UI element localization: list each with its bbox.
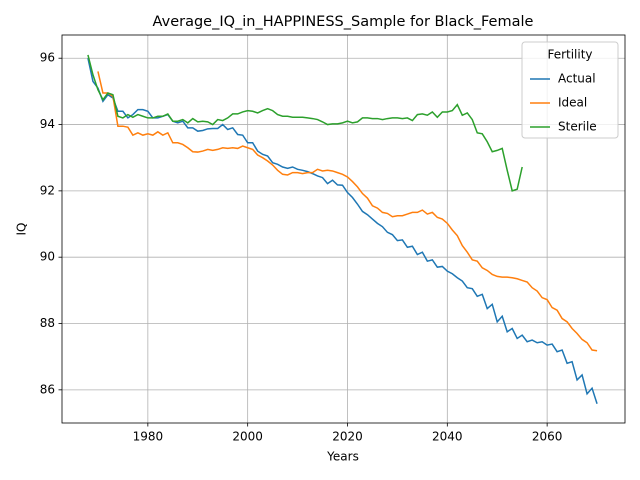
y-axis-label: IQ xyxy=(15,223,29,236)
y-tick-label: 90 xyxy=(40,250,55,264)
legend-label: Actual xyxy=(558,72,596,86)
legend-title: Fertility xyxy=(547,48,592,62)
x-tick-label: 2060 xyxy=(532,430,563,444)
data-line xyxy=(87,54,523,192)
y-tick-label: 96 xyxy=(40,51,55,65)
x-tick-label: 2020 xyxy=(332,430,363,444)
y-tick-label: 88 xyxy=(40,316,55,330)
y-tick-label: 94 xyxy=(40,117,55,131)
data-line xyxy=(97,71,598,352)
x-tick-label: 2040 xyxy=(432,430,463,444)
x-axis-label: Years xyxy=(326,450,359,464)
data-line xyxy=(87,58,598,404)
legend-box xyxy=(521,41,619,139)
y-tick-label: 86 xyxy=(40,382,55,396)
legend-label: Sterile xyxy=(558,120,597,134)
plot-frame xyxy=(61,34,626,424)
legend-label: Ideal xyxy=(558,96,587,110)
chart-title: Average_IQ_in_HAPPINESS_Sample for Black… xyxy=(153,14,534,30)
x-tick-label: 2000 xyxy=(232,430,263,444)
y-tick-label: 92 xyxy=(40,183,55,197)
x-tick-label: 1980 xyxy=(133,430,164,444)
